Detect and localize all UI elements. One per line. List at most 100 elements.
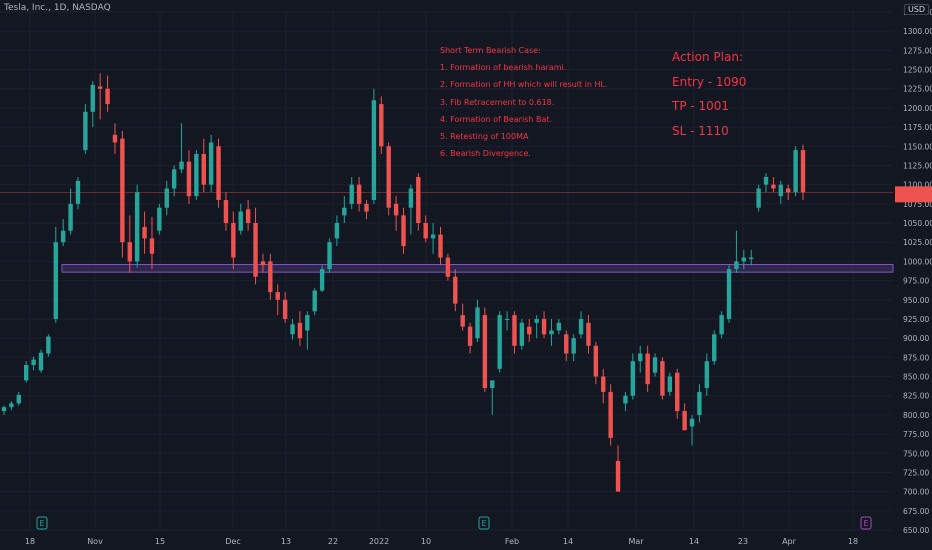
symbol-label: Tesla, Inc., 1D, NASDAQ xyxy=(4,3,111,13)
candle-body xyxy=(245,209,251,224)
candle-body xyxy=(386,146,391,208)
y-tick-label: 1050.00 xyxy=(903,219,932,228)
y-tick-label: 675.00 xyxy=(903,507,929,516)
candle-body xyxy=(1,407,7,412)
candle-body xyxy=(9,403,14,408)
support-zone xyxy=(61,263,894,273)
candle-body xyxy=(201,153,206,185)
candle-body xyxy=(319,269,325,291)
note-item: 2. Formation of HH which will result in … xyxy=(440,80,608,90)
candle-body xyxy=(208,142,214,185)
candle-body xyxy=(541,318,547,335)
candle-body xyxy=(142,226,147,239)
candle-body xyxy=(186,161,192,197)
candle-body xyxy=(615,460,621,492)
note-item: 5. Retesting of 100MA xyxy=(440,131,529,141)
y-tick-label: 1150.00 xyxy=(903,142,932,151)
candle-body xyxy=(438,234,443,258)
candle-body xyxy=(652,357,658,373)
y-tick-label: 1175.00 xyxy=(903,123,932,132)
candle-body xyxy=(475,307,480,339)
candle-body xyxy=(408,188,414,208)
plan-title: Action Plan: xyxy=(672,50,743,64)
candle-body xyxy=(800,150,806,193)
bearish-notes: Short Term Bearish Case: 1. Formation of… xyxy=(440,46,608,166)
candle-body xyxy=(645,353,650,385)
candle-body xyxy=(23,365,29,381)
note-item: 1. Formation of bearish harami. xyxy=(440,63,567,73)
x-tick-label: 14 xyxy=(563,537,573,546)
x-tick-label: 18 xyxy=(848,537,858,546)
note-item: 6. Bearish Divergence. xyxy=(440,149,531,159)
x-tick-label: 14 xyxy=(689,537,699,546)
candle-body xyxy=(90,84,95,112)
candle-body xyxy=(512,315,517,346)
candle-body xyxy=(682,411,687,431)
y-tick-label: 875.00 xyxy=(903,353,929,362)
earnings-marker xyxy=(478,516,490,530)
candle-body xyxy=(312,290,317,312)
candle-body xyxy=(105,88,110,105)
candle-body xyxy=(726,269,732,319)
dividend-marker xyxy=(860,516,872,530)
currency-badge[interactable]: USD xyxy=(904,4,930,15)
x-tick-label: 22 xyxy=(328,537,338,546)
candle-body xyxy=(31,359,36,366)
candle-body xyxy=(282,299,288,319)
candle-body xyxy=(593,345,599,377)
y-tick-label: 725.00 xyxy=(903,468,929,477)
y-tick-label: 850.00 xyxy=(903,373,929,382)
candle-body xyxy=(660,361,665,396)
candle-body xyxy=(778,184,784,197)
x-tick-label: Mar xyxy=(628,537,644,546)
note-item: 4. Formation of Bearish Bat. xyxy=(440,114,553,124)
candle-body xyxy=(371,100,377,201)
candle-body xyxy=(467,326,473,346)
candle-body xyxy=(393,203,399,216)
x-tick-label: Feb xyxy=(505,537,519,546)
y-tick-label: 1100.00 xyxy=(903,181,932,190)
candle-body xyxy=(127,242,132,262)
candle-body xyxy=(275,292,280,300)
y-tick-label: 975.00 xyxy=(903,277,929,286)
candle-body xyxy=(223,200,229,224)
candle-body xyxy=(164,188,169,208)
candle-body xyxy=(290,324,295,335)
candle-body xyxy=(38,352,44,371)
candle-body xyxy=(60,230,66,243)
candle-body xyxy=(689,418,695,427)
candle-body xyxy=(120,138,125,243)
candle-body xyxy=(719,315,724,335)
candle-body xyxy=(482,315,488,389)
notes-title: Short Term Bearish Case: xyxy=(440,46,541,55)
earnings-marker-label: E xyxy=(39,519,44,528)
candle-body xyxy=(305,315,310,331)
candle-body xyxy=(268,261,273,293)
y-tick-label: 800.00 xyxy=(903,411,929,420)
y-tick-label: 1275.00 xyxy=(903,46,932,55)
candle-body xyxy=(75,180,81,204)
candle-body xyxy=(519,322,525,346)
candle-body xyxy=(238,211,243,231)
y-tick-label: 1125.00 xyxy=(903,161,932,170)
candle-body xyxy=(453,276,458,304)
candle-body xyxy=(342,207,347,216)
x-tick-label: 13 xyxy=(281,537,291,546)
candle-body xyxy=(460,315,465,327)
y-tick-label: 1200.00 xyxy=(903,104,932,113)
action-plan: Action Plan: Entry - 1090 TP - 1001 SL -… xyxy=(672,50,746,148)
candle-body xyxy=(638,353,643,362)
candle-body xyxy=(771,184,776,189)
y-tick-label: 1300.00 xyxy=(903,27,932,36)
note-item: 3. Fib Retracement to 0.618. xyxy=(440,97,555,107)
y-tick-label: 825.00 xyxy=(903,392,929,401)
candle-body xyxy=(756,188,761,208)
candle-body xyxy=(608,391,613,438)
candle-body xyxy=(630,361,636,396)
candle-body xyxy=(364,203,369,212)
y-tick-label: 750.00 xyxy=(903,449,929,458)
candle-body xyxy=(216,146,221,201)
x-tick-label: 18 xyxy=(25,537,35,546)
candle-body xyxy=(297,322,303,339)
candle-body xyxy=(253,223,258,277)
